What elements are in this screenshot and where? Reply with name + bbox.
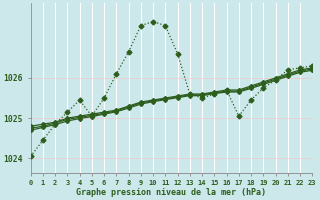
X-axis label: Graphe pression niveau de la mer (hPa): Graphe pression niveau de la mer (hPa): [76, 188, 267, 197]
